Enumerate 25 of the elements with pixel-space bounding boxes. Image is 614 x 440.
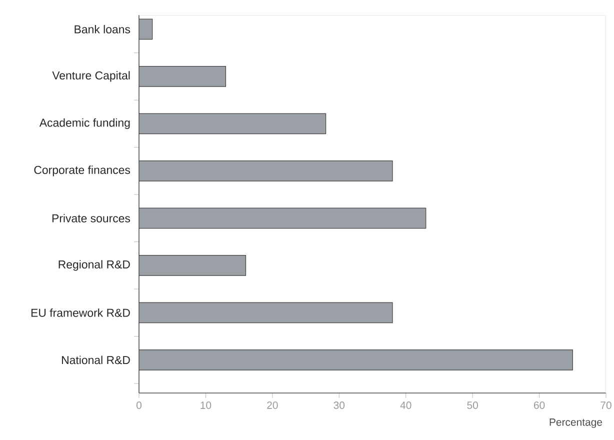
y-tick-label: Bank loans	[74, 24, 130, 34]
y-tick-label: Academic funding	[39, 118, 130, 130]
x-axis-title: Percentage	[550, 418, 602, 428]
x-tick-label: 70	[600, 402, 612, 409]
y-tick-label: Corporate finances	[34, 166, 130, 176]
bar	[139, 19, 152, 40]
x-tick-label: 20	[267, 402, 278, 409]
bar	[139, 113, 326, 134]
x-tick-label: 30	[334, 402, 345, 409]
x-tick-label: 60	[534, 402, 545, 409]
bar	[139, 160, 393, 182]
bar	[139, 302, 393, 324]
x-tick-label: 40	[400, 402, 412, 409]
y-tick-label: Venture Capital	[52, 71, 130, 82]
y-tick-label: Private sources	[52, 214, 130, 222]
bar	[139, 208, 426, 229]
y-tick-label: Regional R&D	[58, 260, 130, 271]
y-tick-label: EU framework R&D	[31, 308, 130, 317]
x-tick-label: 50	[467, 402, 478, 409]
bar	[139, 349, 573, 370]
bar	[139, 66, 226, 87]
bar	[139, 254, 246, 276]
x-tick-label: 0	[136, 402, 142, 409]
y-tick-label: National R&D	[62, 356, 130, 364]
x-tick-label: 10	[200, 402, 212, 409]
